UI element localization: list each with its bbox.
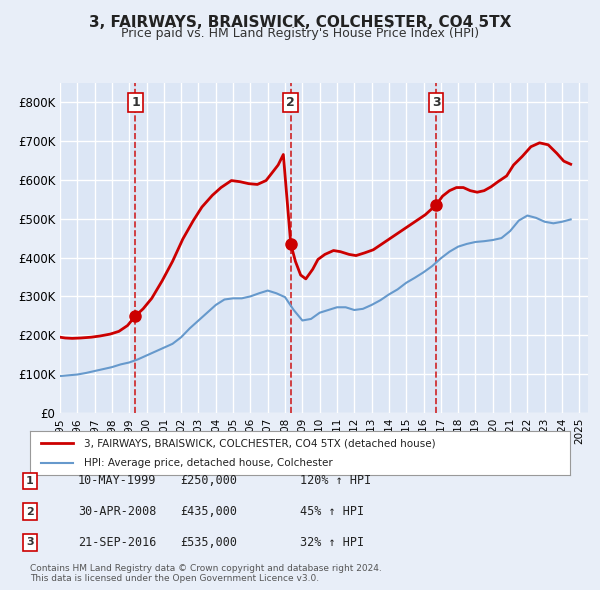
Text: 2: 2 [26, 507, 34, 516]
Text: 2: 2 [286, 96, 295, 109]
Text: 3: 3 [26, 537, 34, 547]
Text: 3, FAIRWAYS, BRAISWICK, COLCHESTER, CO4 5TX (detached house): 3, FAIRWAYS, BRAISWICK, COLCHESTER, CO4 … [84, 438, 436, 448]
Text: 1: 1 [131, 96, 140, 109]
Text: 10-MAY-1999: 10-MAY-1999 [78, 474, 157, 487]
Text: 3: 3 [431, 96, 440, 109]
Text: 45% ↑ HPI: 45% ↑ HPI [300, 505, 364, 518]
Text: £435,000: £435,000 [180, 505, 237, 518]
Text: 32% ↑ HPI: 32% ↑ HPI [300, 536, 364, 549]
Text: 1: 1 [26, 476, 34, 486]
Text: Price paid vs. HM Land Registry's House Price Index (HPI): Price paid vs. HM Land Registry's House … [121, 27, 479, 40]
Text: £250,000: £250,000 [180, 474, 237, 487]
Text: Contains HM Land Registry data © Crown copyright and database right 2024.
This d: Contains HM Land Registry data © Crown c… [30, 563, 382, 583]
Text: 30-APR-2008: 30-APR-2008 [78, 505, 157, 518]
Text: 21-SEP-2016: 21-SEP-2016 [78, 536, 157, 549]
Text: HPI: Average price, detached house, Colchester: HPI: Average price, detached house, Colc… [84, 458, 333, 467]
Text: £535,000: £535,000 [180, 536, 237, 549]
Text: 120% ↑ HPI: 120% ↑ HPI [300, 474, 371, 487]
Text: 3, FAIRWAYS, BRAISWICK, COLCHESTER, CO4 5TX: 3, FAIRWAYS, BRAISWICK, COLCHESTER, CO4 … [89, 15, 511, 30]
